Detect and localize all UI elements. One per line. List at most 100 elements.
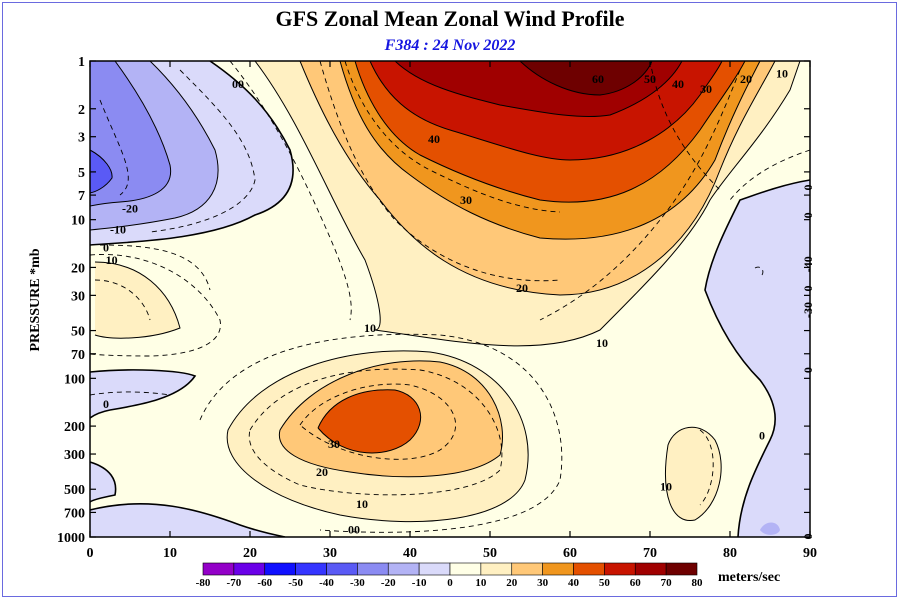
x-tick-label: 40 [403, 546, 417, 561]
band-10-20-lower-right [665, 427, 722, 521]
band-neg-lower-left [90, 369, 195, 418]
dashed-contour-4 [539, 69, 741, 321]
contour-label: 30 [700, 82, 712, 96]
chart-title: GFS Zonal Mean Zonal Wind Profile [275, 6, 625, 31]
y-tick-label: 100 [64, 372, 85, 387]
colorbar-swatch [387, 562, 420, 576]
colorbar-tick-label: 20 [506, 577, 518, 589]
band-neg-right-spot [790, 443, 800, 455]
x-tick-label: 10 [163, 546, 177, 561]
dashed-contour-11 [199, 333, 563, 533]
colorbar-tick-label: -80 [196, 577, 211, 589]
colorbar-tick-label: -60 [257, 577, 272, 589]
colorbar-swatch [202, 562, 235, 576]
x-tick-label: 50 [483, 546, 497, 561]
band-neg-right-small [760, 522, 780, 535]
contour-label: 20 [740, 72, 752, 86]
contour-neg-10 [90, 61, 219, 231]
dashed-contours [90, 61, 810, 533]
dashed-contour-13 [729, 149, 810, 201]
colorbar-swatch [542, 562, 574, 576]
contour-label: 00 [232, 77, 244, 91]
contour-label: 0 [759, 429, 765, 443]
y-tick-label: 3 [78, 131, 85, 146]
y-tick-label: 70 [71, 348, 85, 363]
colorbar-swatch [511, 562, 543, 576]
y-tick-label: 200 [64, 420, 85, 435]
band-neg-bottom [90, 503, 285, 537]
band-neg-30--40 [90, 150, 113, 193]
chart-subtitle: F384 : 24 Nov 2022 [384, 37, 516, 54]
colorbar-swatch [634, 562, 667, 576]
contour-50-upper [369, 61, 723, 161]
colorbar-tick-label: -40 [319, 577, 334, 589]
contour-label: 10 [660, 479, 672, 493]
y-tick-label: 700 [64, 506, 85, 521]
contour-zero-bottom [90, 503, 286, 537]
contour-label: 10 [106, 253, 118, 267]
y-tick-label: 300 [64, 448, 85, 463]
dashed-contour-8 [90, 254, 221, 357]
colorbar-swatch [233, 562, 266, 576]
colorbar-swatch [326, 562, 358, 576]
colorbar-tick-label: 50 [599, 577, 611, 589]
band-70-80 [520, 61, 652, 95]
x-tick-label: 80 [723, 546, 737, 561]
contour-label: 0 [801, 286, 815, 292]
contour-label: 40 [672, 77, 684, 91]
contour-label: 10 [356, 497, 368, 511]
contour-label: 30 [328, 437, 340, 451]
contour-zero-upper-left [90, 61, 294, 246]
contour-label: -10 [110, 222, 126, 236]
contour-label: 00 [348, 523, 360, 537]
band-neg-bottom-left [90, 462, 116, 502]
x-tick-label: 90 [803, 546, 817, 561]
contour-label: 0 [103, 397, 109, 411]
colorbar-tick-label: 30 [537, 577, 549, 589]
contour-label: 10 [596, 336, 608, 350]
contour-10-upper [254, 61, 801, 347]
contour-10-center [226, 350, 529, 523]
dashed-contour-6 [149, 69, 256, 233]
contour-label: 0 [103, 241, 109, 255]
contour-20-center [278, 360, 503, 478]
dashed-contour-5 [99, 99, 129, 196]
colorbar-tick-label: 80 [692, 577, 704, 589]
band-30-40-center [318, 389, 421, 453]
y-tick-label: 2 [78, 103, 85, 118]
colorbar-tick-label: -50 [288, 577, 303, 589]
colorbar-swatch [665, 562, 698, 576]
contour-label: 30 [460, 193, 472, 207]
band-10-20-left [95, 262, 180, 339]
y-tick-label: 30 [71, 289, 85, 304]
contour-label: -30 [801, 302, 815, 318]
contour-10-left [94, 261, 181, 339]
colorbar-swatch [449, 562, 482, 576]
colorbar-swatch [480, 562, 513, 576]
y-tick-label: 500 [64, 483, 85, 498]
y-tick-label: 10 [71, 214, 85, 229]
dashed-contour-9 [248, 368, 503, 496]
colorbar-swatch [264, 562, 296, 576]
contour-60-upper [394, 61, 683, 118]
dashed-contour-16 [649, 61, 721, 191]
contour-30-center [317, 389, 422, 454]
colorbar-swatch [418, 562, 451, 576]
colorbar-tick-label: 0 [447, 577, 453, 589]
contour-lines [90, 61, 810, 537]
y-tick-label: 7 [78, 189, 85, 204]
y-tick-label: 1000 [57, 531, 85, 546]
x-tick-label: 0 [87, 546, 94, 561]
colorbar-swatch [357, 562, 389, 576]
y-tick-label: 1 [78, 55, 85, 70]
contour-label: 0 [801, 367, 815, 373]
colorbar-swatch [295, 562, 327, 576]
contour-label: 0 [801, 184, 815, 190]
colorbar-tick-label: 70 [661, 577, 673, 589]
contour-label: 40 [428, 132, 440, 146]
contour-40-upper [354, 61, 746, 203]
colorbar-tick-label: -20 [381, 577, 396, 589]
contour-zero-lower-left [90, 369, 197, 419]
